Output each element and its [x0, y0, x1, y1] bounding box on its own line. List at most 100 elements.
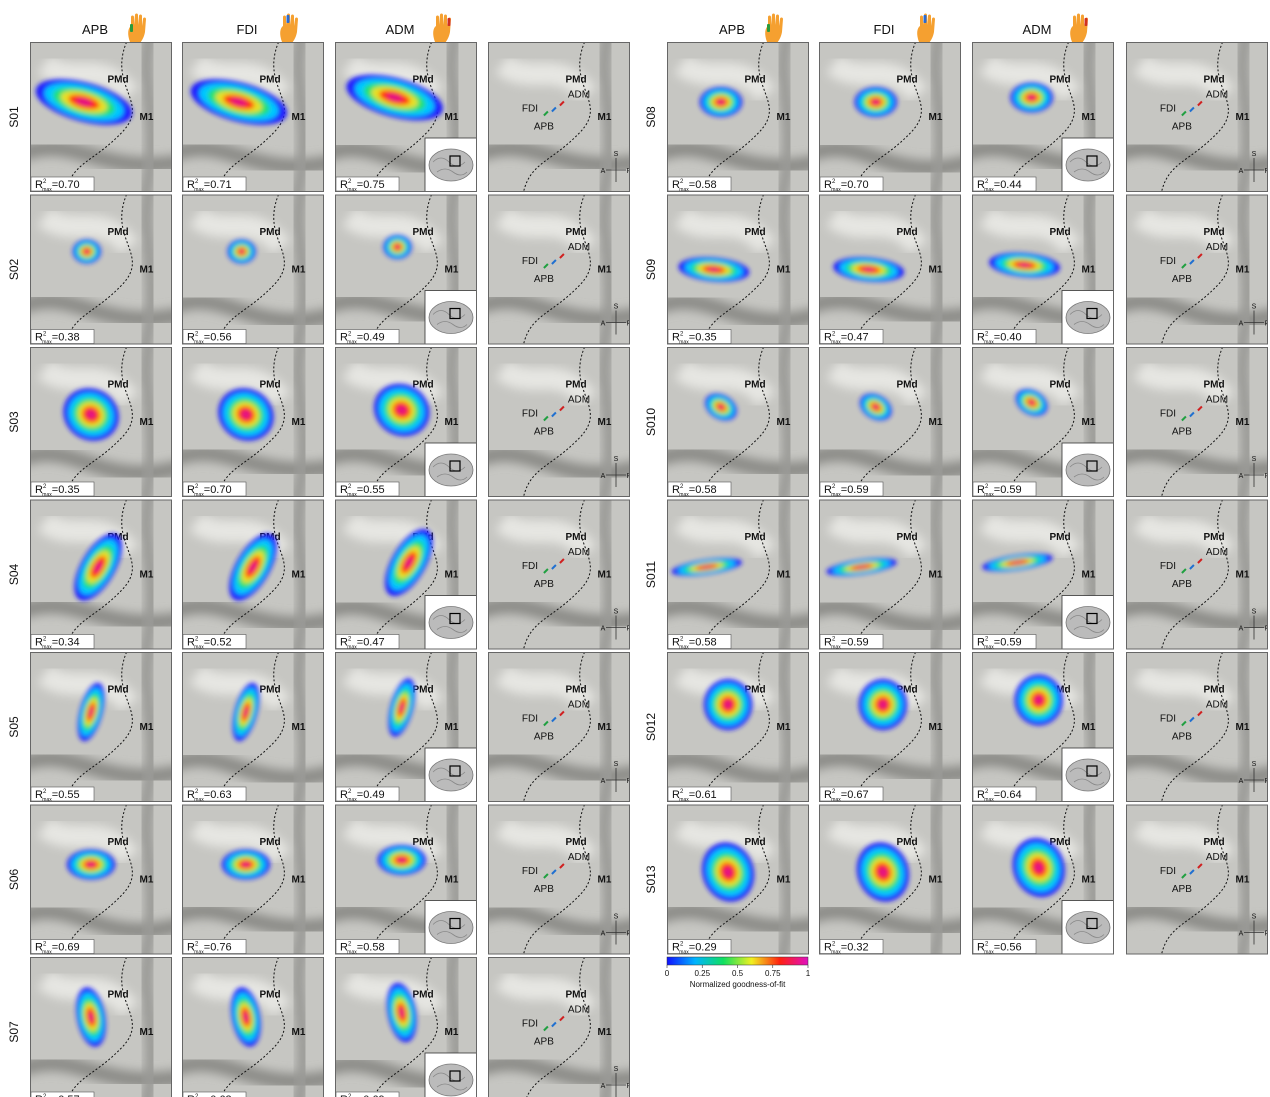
- figure: APBFDIADMAPBFDIADMS01PMdM1R2max=0.70PMdM…: [0, 0, 1270, 1097]
- r2-sub: max: [194, 340, 204, 346]
- brain-panel: PMdM1R2max=0.56: [962, 795, 1124, 965]
- muscle-label: FDI: [522, 1019, 538, 1030]
- region-label: M1: [291, 417, 305, 428]
- muscle-label: ADM: [1206, 547, 1228, 558]
- orientation-label: A: [1239, 626, 1244, 633]
- brain-panel: PMdM1R2max=0.32: [809, 795, 971, 965]
- region-label: M1: [928, 875, 942, 886]
- subject-label: S02: [7, 259, 21, 281]
- region-label: PMd: [744, 837, 765, 848]
- muscle-label: APB: [1172, 732, 1192, 743]
- region-label: PMd: [412, 227, 433, 238]
- r2-label: R2max=0.75: [340, 179, 385, 193]
- brain-panel: PMdM1ADMFDIAPBSAP: [478, 795, 640, 965]
- orientation-label: S: [1252, 456, 1257, 463]
- r2-sub: max: [42, 797, 52, 803]
- region-label: PMd: [1203, 380, 1224, 391]
- r2-sub: max: [42, 950, 52, 956]
- brain-panel: PMdM1R2max=0.49: [325, 185, 487, 355]
- brain-panel: PMdM1ADMFDIAPBSAP: [478, 32, 640, 202]
- muscle-label: ADM: [568, 852, 590, 863]
- r2-label: R2max=0.55: [35, 789, 80, 803]
- region-label: PMd: [565, 837, 586, 848]
- orientation-label: S: [614, 151, 619, 158]
- r2-value: 0.47: [363, 637, 384, 649]
- r2-label: R2max=0.63: [187, 789, 232, 803]
- subject-label: S01: [7, 106, 21, 128]
- finger-marker: [767, 24, 770, 32]
- muscle-label: ADM: [568, 547, 590, 558]
- r2-sub: max: [679, 492, 689, 498]
- subject-label: S05: [7, 716, 21, 738]
- finger-marker: [1085, 18, 1088, 26]
- muscle-label: ADM: [568, 700, 590, 711]
- r2-value: 0.58: [363, 942, 384, 954]
- region-label: PMd: [896, 380, 917, 391]
- region-label: M1: [1235, 417, 1249, 428]
- r2-value: 0.47: [847, 332, 868, 344]
- goodness-of-fit-map: [378, 845, 426, 875]
- inset-brain: [429, 454, 473, 486]
- inset-brain: [1066, 454, 1110, 486]
- brain-panel: PMdM1R2max=0.52: [172, 490, 334, 660]
- region-label: PMd: [565, 990, 586, 1001]
- brain-panel: PMdM1ADMFDIAPBSAP: [1116, 642, 1270, 812]
- r2-sub: max: [831, 797, 841, 803]
- region-label: M1: [291, 875, 305, 886]
- orientation-label: A: [1239, 321, 1244, 328]
- inset-brain: [429, 1064, 473, 1096]
- brain-panel: PMdM1R2max=0.70: [809, 32, 971, 202]
- region-label: PMd: [896, 837, 917, 848]
- region-label: PMd: [565, 380, 586, 391]
- brain-panel: PMdM1ADMFDIAPBSAP: [478, 185, 640, 355]
- r2-value: 0.56: [210, 332, 231, 344]
- orientation-label: A: [1239, 931, 1244, 938]
- r2-sub: max: [831, 492, 841, 498]
- region-label: M1: [139, 112, 153, 123]
- subject-label: S03: [7, 411, 21, 433]
- region-label: M1: [1081, 722, 1095, 733]
- region-label: M1: [139, 417, 153, 428]
- region-label: M1: [597, 570, 611, 581]
- goodness-of-fit-map: [67, 850, 115, 880]
- region-label: PMd: [896, 227, 917, 238]
- inset-brain: [1066, 607, 1110, 639]
- muscle-label: ADM: [1206, 242, 1228, 253]
- orientation-label: S: [614, 761, 619, 768]
- brain-panel: PMdM1ADMFDIAPBSAP: [1116, 490, 1270, 660]
- finger-marker: [130, 24, 133, 32]
- brain-panel: PMdM1ADMFDIAPBSAP: [478, 642, 640, 812]
- r2-label: R2max=0.38: [35, 332, 80, 346]
- r2-sub: max: [42, 492, 52, 498]
- muscle-label: FDI: [522, 409, 538, 420]
- region-label: M1: [444, 112, 458, 123]
- orientation-label: A: [601, 473, 606, 480]
- r2-label: R2max=0.76: [187, 942, 232, 956]
- orientation-label: A: [601, 931, 606, 938]
- sulcus: [144, 947, 152, 1097]
- region-label: PMd: [1049, 532, 1070, 543]
- r2-value: 0.34: [58, 637, 79, 649]
- region-label: PMd: [107, 380, 128, 391]
- finger-marker: [448, 18, 451, 26]
- region-label: PMd: [107, 685, 128, 696]
- goodness-of-fit-map: [704, 679, 752, 730]
- brain-panel: PMdM1R2max=0.56: [172, 185, 334, 355]
- region-label: M1: [1081, 112, 1095, 123]
- region-label: M1: [597, 875, 611, 886]
- muscle-label: APB: [1172, 579, 1192, 590]
- region-label: PMd: [1203, 685, 1224, 696]
- muscle-label: FDI: [522, 714, 538, 725]
- orientation-label: A: [601, 778, 606, 785]
- r2-label: R2max=0.44: [977, 179, 1022, 193]
- muscle-label: APB: [534, 274, 554, 285]
- brain-panel: PMdM1ADMFDIAPBSAP: [1116, 32, 1270, 202]
- region-label: PMd: [1203, 227, 1224, 238]
- region-label: PMd: [744, 75, 765, 86]
- region-label: M1: [928, 112, 942, 123]
